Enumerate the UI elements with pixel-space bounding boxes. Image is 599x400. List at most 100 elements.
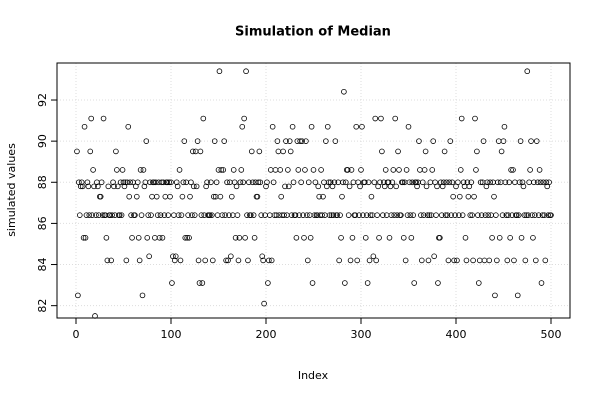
point (266, 257, 272, 264)
point (365, 179, 372, 186)
point (548, 212, 554, 218)
point (278, 193, 285, 200)
point (254, 193, 261, 200)
point (297, 138, 304, 144)
point (492, 292, 498, 299)
point (210, 193, 217, 200)
point (193, 183, 200, 190)
point (235, 257, 242, 264)
point (337, 212, 343, 218)
point (257, 179, 264, 186)
point (456, 193, 463, 200)
point (88, 115, 94, 122)
point (484, 179, 491, 186)
point (283, 138, 289, 144)
point (348, 167, 355, 173)
point (528, 138, 534, 144)
point (406, 179, 413, 186)
point (103, 234, 110, 241)
point (376, 234, 382, 241)
point (515, 212, 522, 218)
point (538, 280, 545, 286)
point (89, 212, 95, 218)
point (190, 148, 196, 155)
point (469, 212, 475, 218)
point (354, 257, 361, 264)
point (454, 257, 460, 264)
point (403, 167, 410, 173)
point (447, 138, 454, 144)
point (445, 257, 452, 264)
point (83, 212, 90, 218)
point (234, 212, 241, 218)
point (372, 115, 379, 122)
point (191, 183, 197, 190)
point (300, 212, 306, 218)
point (519, 179, 526, 186)
point (413, 179, 419, 186)
point (389, 179, 396, 186)
point (202, 257, 209, 264)
x-tick-label: 400 (446, 328, 467, 341)
point (323, 138, 329, 144)
point (145, 212, 152, 218)
point (289, 123, 296, 130)
point (393, 183, 399, 190)
point (157, 212, 164, 218)
point (296, 212, 303, 218)
point (178, 212, 185, 218)
point (473, 167, 479, 173)
point (311, 212, 318, 218)
point (126, 193, 132, 200)
point (391, 212, 398, 218)
point (422, 148, 429, 155)
point (255, 179, 262, 186)
point (302, 167, 308, 173)
point (395, 148, 401, 155)
point (467, 212, 474, 218)
point (491, 193, 497, 200)
point (446, 179, 453, 186)
point (172, 257, 178, 264)
point (138, 212, 145, 218)
point (159, 234, 166, 241)
x-tick-label: 100 (161, 328, 182, 341)
point (175, 212, 182, 218)
point (95, 183, 101, 190)
point (443, 179, 450, 186)
point (482, 212, 489, 218)
point (524, 68, 531, 75)
point (388, 212, 395, 218)
point (166, 179, 172, 186)
point (265, 280, 271, 286)
point (174, 183, 181, 190)
point (419, 179, 426, 186)
point (241, 115, 247, 122)
point (288, 212, 295, 218)
point (319, 212, 325, 218)
point (213, 179, 220, 186)
point (510, 167, 516, 173)
point (105, 183, 112, 190)
point (185, 212, 191, 218)
point (475, 212, 481, 218)
point (511, 257, 517, 264)
point (502, 179, 509, 186)
point (137, 167, 144, 173)
point (221, 138, 228, 144)
point (244, 212, 250, 218)
point (382, 167, 389, 173)
point (462, 234, 469, 241)
point (316, 193, 323, 200)
point (386, 234, 393, 241)
point (361, 179, 368, 186)
point (379, 148, 385, 155)
point (442, 212, 449, 218)
point (459, 212, 466, 218)
point (191, 212, 198, 218)
point (409, 179, 416, 186)
point (242, 234, 248, 241)
point (518, 234, 525, 241)
point (363, 212, 370, 218)
